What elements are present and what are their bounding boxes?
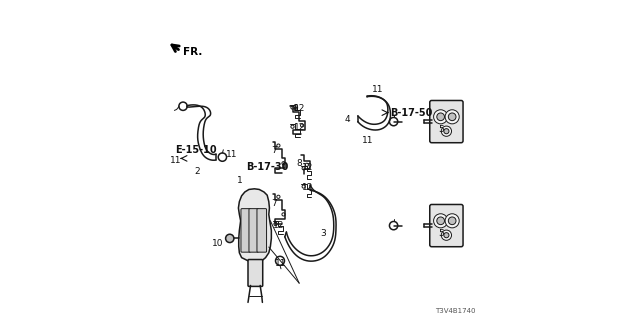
Circle shape: [434, 214, 448, 228]
Text: 4: 4: [344, 115, 349, 124]
Text: 5: 5: [438, 229, 444, 238]
Text: 11: 11: [362, 136, 373, 145]
FancyBboxPatch shape: [248, 260, 263, 286]
Text: 12: 12: [273, 221, 284, 230]
Text: FR.: FR.: [183, 47, 202, 57]
FancyBboxPatch shape: [257, 209, 267, 252]
Circle shape: [442, 126, 452, 136]
Text: 11: 11: [275, 260, 287, 268]
Text: 3: 3: [320, 229, 326, 238]
Circle shape: [442, 230, 452, 240]
FancyBboxPatch shape: [241, 209, 251, 252]
Text: 11: 11: [226, 150, 237, 159]
Text: 2: 2: [194, 167, 200, 176]
Text: 12: 12: [294, 124, 305, 132]
Text: 12: 12: [302, 183, 314, 192]
Text: 9: 9: [292, 104, 298, 113]
FancyBboxPatch shape: [249, 209, 259, 252]
Text: 5: 5: [438, 125, 444, 134]
Circle shape: [449, 217, 456, 225]
Circle shape: [445, 214, 460, 228]
Text: B-17-30: B-17-30: [246, 162, 289, 172]
Circle shape: [437, 217, 444, 225]
Text: B-17-50: B-17-50: [390, 108, 432, 118]
Circle shape: [444, 129, 449, 134]
Text: T3V4B1740: T3V4B1740: [435, 308, 475, 314]
Text: 7: 7: [271, 199, 277, 208]
Text: 12: 12: [302, 164, 314, 172]
Text: 11: 11: [170, 156, 182, 165]
Text: 1: 1: [237, 176, 243, 185]
Text: 7: 7: [271, 146, 277, 155]
Text: E-15-10: E-15-10: [175, 145, 217, 156]
Text: 8: 8: [296, 159, 302, 168]
Text: 12: 12: [294, 104, 305, 113]
Circle shape: [449, 113, 456, 121]
Circle shape: [445, 110, 460, 124]
Circle shape: [434, 110, 448, 124]
Polygon shape: [239, 189, 271, 261]
FancyBboxPatch shape: [430, 204, 463, 247]
Circle shape: [226, 234, 234, 243]
Circle shape: [444, 233, 449, 238]
Circle shape: [437, 113, 444, 121]
Text: 10: 10: [212, 239, 223, 248]
FancyBboxPatch shape: [430, 100, 463, 143]
Text: 11: 11: [372, 85, 383, 94]
